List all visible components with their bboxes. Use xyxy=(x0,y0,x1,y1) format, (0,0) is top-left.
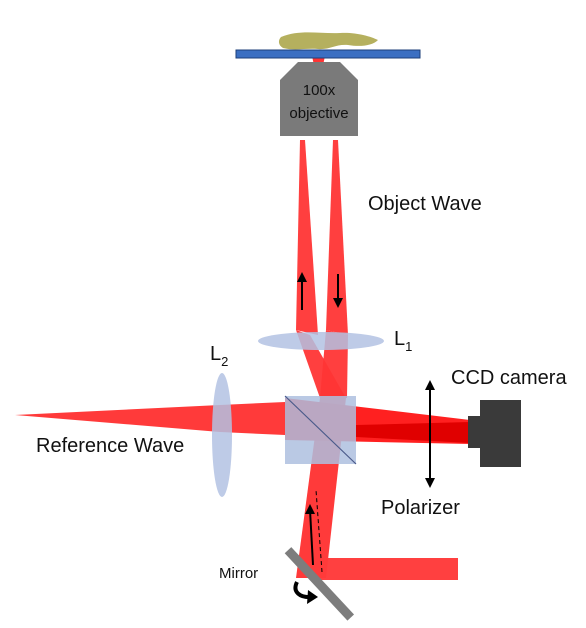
objective xyxy=(280,62,358,136)
polarizer-arrowhead-top xyxy=(425,380,435,390)
polarizer-label: Polarizer xyxy=(381,497,460,519)
l2-subscript: 2 xyxy=(221,354,228,369)
down-arrowhead xyxy=(333,298,343,308)
ccd-camera-label: CCD camera xyxy=(451,367,567,389)
lens-l1 xyxy=(258,332,384,350)
reference-wave-label: Reference Wave xyxy=(36,435,184,457)
ccd-camera-front xyxy=(468,416,481,448)
input-direction-arrowhead xyxy=(305,504,315,514)
lens-l2 xyxy=(212,373,232,497)
object-wave-label: Object Wave xyxy=(368,193,482,215)
l1-subscript: 1 xyxy=(405,339,412,354)
mirror xyxy=(284,547,355,621)
objective-label-2: objective xyxy=(289,105,348,122)
input-direction-arrow xyxy=(309,509,314,566)
object-beam-down xyxy=(326,140,348,335)
ccd-camera-body xyxy=(480,400,521,467)
beam-splitter-diagonal xyxy=(284,395,357,465)
ccd-beam-core xyxy=(356,422,470,443)
mirror-label: Mirror xyxy=(219,565,258,582)
object-beam-up-upper xyxy=(296,140,318,335)
mirror-rotation-arrowhead xyxy=(307,590,318,604)
l2-label: L2 xyxy=(210,343,228,369)
up-arrowhead xyxy=(297,272,307,282)
reference-beam xyxy=(15,402,285,435)
input-beam xyxy=(318,558,458,580)
objective-label-1: 100x xyxy=(303,82,336,99)
l1-label: L1 xyxy=(394,328,412,354)
sample-slide xyxy=(235,49,421,59)
sample xyxy=(278,32,378,50)
polarizer-arrowhead-bottom xyxy=(425,478,435,488)
